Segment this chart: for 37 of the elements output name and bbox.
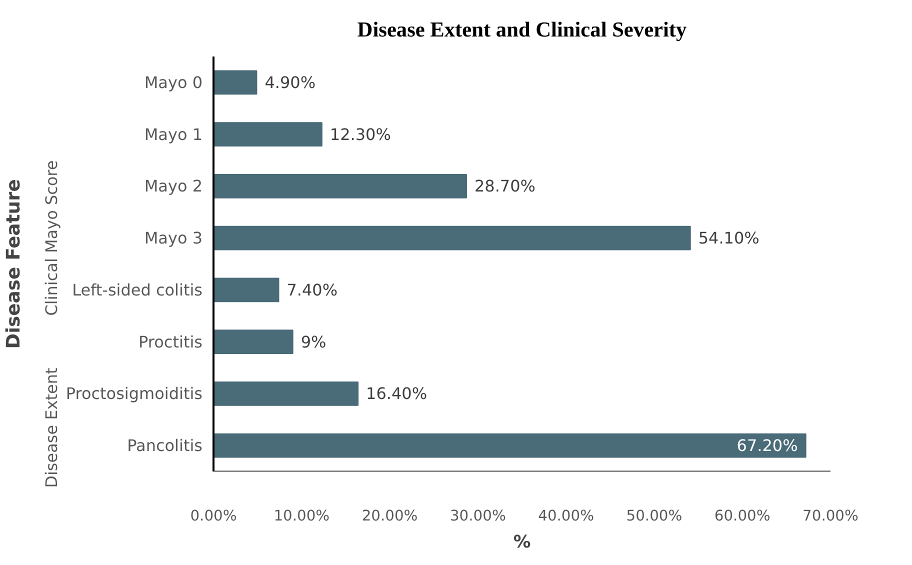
x-tick-label: 20.00% [362,508,418,524]
bar [214,70,258,95]
data-label: 54.10% [698,228,760,248]
y-tick-label: Proctitis [138,332,202,352]
chart-title: Disease Extent and Clinical Severity [357,18,688,42]
y-tick-label: Mayo 1 [144,124,203,144]
x-tick-label: 60.00% [714,508,770,524]
data-label: 9% [300,332,326,352]
x-tick-label: 70.00% [802,508,859,524]
data-label: 16.40% [366,384,428,404]
text: Clinical Mayo Score [42,160,61,316]
y-tick-label: Pancolitis [127,436,202,456]
x-axis-title: % [513,532,531,552]
x-tick-label: 30.00% [450,508,506,524]
x-tick-label: 10.00% [274,508,330,524]
bar [214,433,806,458]
bar [214,122,322,146]
y-tick-label: Mayo 0 [144,72,203,92]
bar [214,278,280,302]
data-label: 4.90% [264,72,316,92]
bar [214,382,359,406]
data-label: 12.30% [330,124,391,144]
data-label: 28.70% [474,176,536,196]
x-tick-label: 50.00% [626,508,682,524]
data-label: 7.40% [286,280,338,300]
bar [214,330,294,354]
x-tick-label: 40.00% [538,508,594,524]
y-tick-label: Mayo 3 [144,228,203,248]
text: Disease Extent [42,368,61,488]
bar [214,226,691,250]
data-label: 67.20% [736,436,798,456]
y-tick-label: Mayo 2 [144,176,203,196]
x-tick-label: 0.00% [190,508,237,524]
y-axis-title: Disease Feature [4,179,24,349]
y-tick-label: Proctosigmoiditis [66,384,202,404]
bar [214,174,467,198]
y-tick-label: Left-sided colitis [72,280,203,300]
